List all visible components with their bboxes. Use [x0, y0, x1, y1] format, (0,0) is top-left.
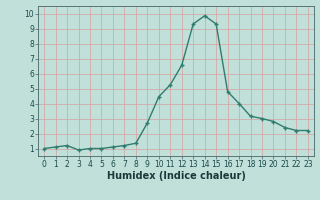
X-axis label: Humidex (Indice chaleur): Humidex (Indice chaleur): [107, 171, 245, 181]
